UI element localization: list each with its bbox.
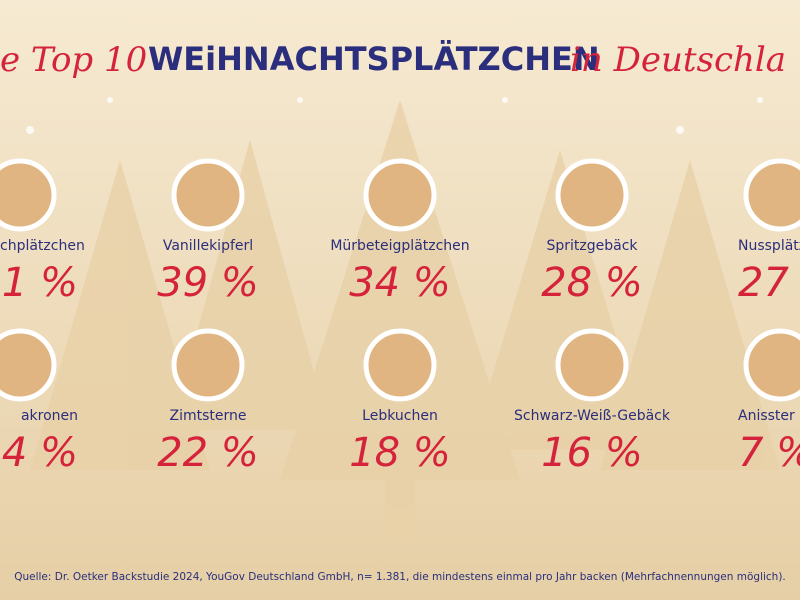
cookie-icon (555, 328, 629, 402)
cookie-item: Nussplätz 27 (738, 238, 800, 306)
cookie-percent: 34 % (349, 260, 451, 306)
cookie-icon (171, 328, 245, 402)
cookie-item: Anisster 7 % (738, 408, 800, 476)
cookie-percent: 22 % (157, 430, 259, 476)
cookie-name: Zimtsterne (169, 408, 247, 424)
cookie-percent: 16 % (541, 430, 643, 476)
cookie-name: Nussplätz (738, 238, 800, 254)
cookie-percent: 4 % (1, 430, 78, 476)
cookie-icon (363, 328, 437, 402)
cookie-percent: 1 % (1, 260, 78, 306)
cookie-percent: 18 % (349, 430, 451, 476)
cookie-percent: 27 (738, 260, 789, 306)
cookie-item: Spritzgebäck 28 % (497, 238, 687, 306)
cookie-item: Vanillekipferl 39 % (113, 238, 303, 306)
cookie-item: Mürbeteigplätzchen 34 % (305, 238, 495, 306)
cookie-name: Lebkuchen (362, 408, 438, 424)
source: Quelle: Dr. Oetker Backstudie 2024, YouG… (14, 571, 786, 583)
cookie-percent: 28 % (541, 260, 643, 306)
cookie-name: Spritzgebäck (546, 238, 638, 254)
cookie-name: chplätzchen (0, 238, 85, 254)
cookie-item: chplätzchen 1 % (0, 238, 85, 306)
cookie-icon (743, 158, 800, 232)
cookie-icon (363, 158, 437, 232)
cookie-percent: 39 % (157, 260, 259, 306)
cookie-percent: 7 % (738, 430, 800, 476)
cookie-icon (0, 158, 57, 232)
cookie-name: Anisster (738, 408, 795, 424)
cookie-icon (555, 158, 629, 232)
cookie-name: Mürbeteigplätzchen (330, 238, 470, 254)
cookie-item: akronen 4 % (0, 408, 78, 476)
cookie-icon (171, 158, 245, 232)
cookie-name: Vanillekipferl (162, 238, 254, 254)
cookie-name: Schwarz-Weiß-Gebäck (514, 408, 670, 424)
cookie-icon (743, 328, 800, 402)
cookie-icon (0, 328, 57, 402)
cookie-item: Zimtsterne 22 % (113, 408, 303, 476)
cookie-name: akronen (20, 408, 78, 424)
cookie-item: Lebkuchen 18 % (305, 408, 495, 476)
cookie-item: Schwarz-Weiß-Gebäck 16 % (497, 408, 687, 476)
title-main: WEiHNACHTSPLÄTZCHEN (148, 40, 600, 78)
title-left: e Top 10 (0, 40, 148, 80)
title-right: in Deutschla (570, 40, 787, 80)
